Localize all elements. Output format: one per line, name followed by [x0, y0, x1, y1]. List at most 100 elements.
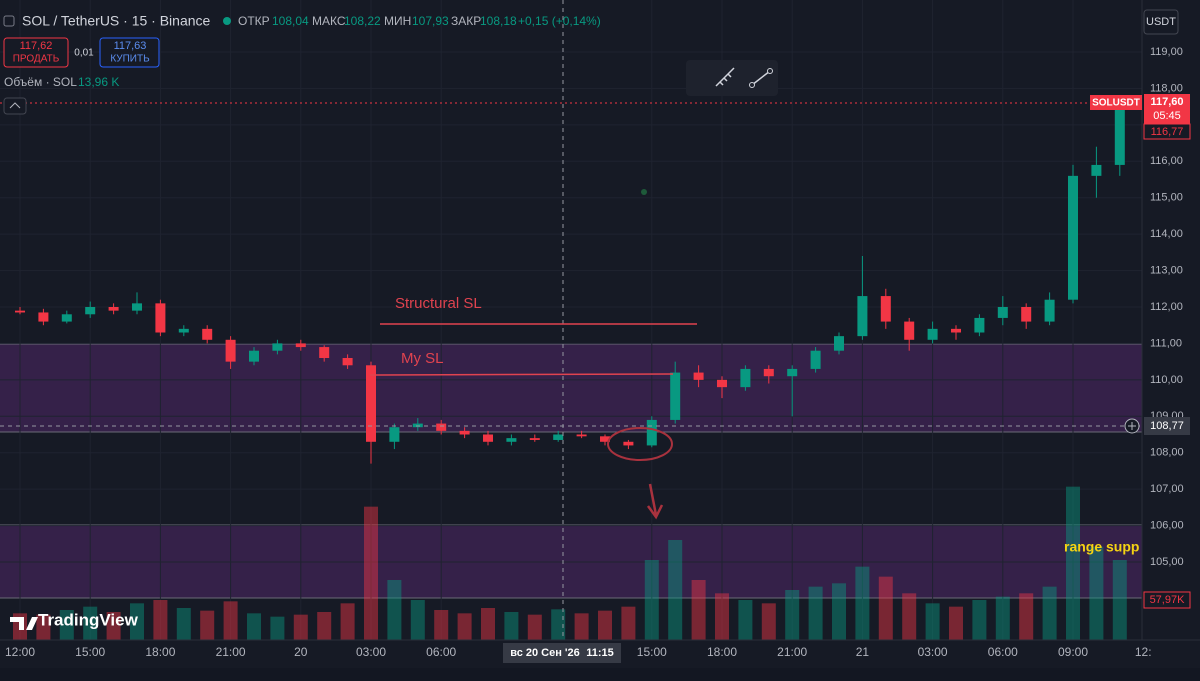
- volume-bar: [949, 606, 963, 640]
- ohlc-value: 108,22: [344, 14, 381, 28]
- candle-body: [693, 372, 704, 380]
- buy-button[interactable]: [99, 37, 160, 68]
- volume-bar: [59, 610, 74, 640]
- candle-body: [249, 350, 259, 362]
- ohlc-value: 108,04: [272, 14, 309, 28]
- arrow-drawing[interactable]: [646, 483, 664, 520]
- candle-body: [389, 427, 400, 442]
- candle-body: [342, 358, 353, 366]
- x-tick-label: 06:00: [988, 645, 1018, 659]
- candle-body: [997, 307, 1008, 318]
- ohlc-label: МИН: [384, 14, 411, 28]
- candle-body: [904, 321, 915, 340]
- candle-body: [810, 350, 821, 369]
- x-tick-label: 15:00: [637, 645, 667, 659]
- menu-icon[interactable]: [3, 15, 15, 27]
- prev-tag-text: 116,77: [1151, 126, 1184, 138]
- spread: 0,01: [74, 48, 94, 59]
- buy-label[interactable]: КУПИТЬ: [110, 54, 150, 65]
- candle-body: [646, 419, 657, 446]
- symbol-title[interactable]: SOL / TetherUS · 15 · Binance: [22, 13, 211, 29]
- currency-button[interactable]: [1143, 9, 1179, 35]
- collapse-button[interactable]: [3, 97, 27, 115]
- candle-body: [576, 434, 587, 437]
- volume-bar: [340, 603, 355, 640]
- logo-icon: [10, 617, 38, 630]
- sell-button[interactable]: [3, 37, 69, 68]
- y-tick-label: 114,00: [1150, 228, 1183, 240]
- annotation[interactable]: Structural SL: [395, 295, 482, 312]
- crosshair-time: [503, 643, 621, 663]
- buy-price[interactable]: 117,63: [114, 40, 147, 52]
- candle-body: [880, 296, 891, 322]
- volume-legend-value: 13,96 K: [78, 75, 119, 89]
- candle-body: [740, 368, 751, 388]
- candle-body: [61, 314, 72, 322]
- volume-bar: [410, 600, 425, 640]
- trendline-dot: [749, 82, 755, 88]
- my-sl-line[interactable]: [369, 373, 674, 376]
- candle-body: [1114, 103, 1125, 165]
- volume-bar: [36, 614, 51, 640]
- volume-bar: [644, 560, 659, 640]
- x-tick-label: 12:: [1135, 645, 1152, 659]
- y-tick-label: 107,00: [1150, 483, 1184, 495]
- x-tick-label: 21:00: [216, 645, 246, 659]
- volume-bar: [972, 600, 987, 640]
- volume-bar: [761, 603, 776, 640]
- x-tick-label: 21:00: [777, 645, 807, 659]
- sell-price[interactable]: 117,62: [20, 40, 53, 52]
- candle-body: [506, 438, 517, 442]
- candle-body: [108, 307, 119, 311]
- volume-bar: [434, 610, 449, 640]
- volume-bar: [668, 540, 683, 640]
- candle-body: [459, 430, 470, 435]
- candle-body: [38, 312, 49, 322]
- volume-bar: [364, 506, 378, 640]
- candle-body: [15, 310, 25, 313]
- candle-body: [974, 317, 985, 333]
- zone-upper: [0, 344, 1142, 432]
- x-tick-label: 18:00: [145, 645, 175, 659]
- candle-body: [623, 441, 634, 446]
- x-tick-label: 18:00: [707, 645, 737, 659]
- candle-body: [670, 372, 681, 420]
- trendline-icon[interactable]: [751, 70, 771, 86]
- circle-drawing[interactable]: [607, 427, 673, 461]
- volume-bar: [1089, 546, 1104, 640]
- price-tag-text: 117,60: [1150, 96, 1183, 108]
- candle-body: [951, 328, 961, 333]
- candle-body: [553, 434, 564, 440]
- y-tick-label: 106,00: [1150, 519, 1184, 531]
- ruler-icon[interactable]: [715, 67, 735, 87]
- y-tick-label: 110,00: [1150, 374, 1183, 386]
- x-tick-label: 20: [294, 645, 308, 659]
- candle-body: [132, 303, 142, 311]
- candle-body: [717, 379, 727, 388]
- volume-bar: [223, 601, 238, 640]
- volume-bar: [83, 606, 98, 640]
- y-tick-label: 119,00: [1150, 46, 1183, 58]
- sell-label[interactable]: ПРОДАТЬ: [13, 54, 60, 65]
- volume-bar: [1042, 586, 1057, 640]
- volume-bar: [176, 608, 191, 640]
- x-tick-label: 03:00: [356, 645, 386, 659]
- candle-body: [85, 307, 96, 315]
- volume-bar: [785, 590, 800, 640]
- candle-body: [178, 328, 189, 333]
- volume-bar: [293, 614, 308, 640]
- volume-bar: [387, 580, 402, 640]
- volume-bar: [551, 609, 566, 640]
- annotation[interactable]: My SL: [401, 350, 444, 367]
- candle-body: [272, 343, 283, 351]
- candle-body: [412, 423, 423, 428]
- annotation[interactable]: range supp: [1064, 539, 1139, 555]
- currency[interactable]: USDT: [1146, 16, 1176, 28]
- candle-body: [1021, 307, 1032, 322]
- ohlc-change: +0,15 (+0,14%): [518, 14, 601, 28]
- volume-bar: [832, 583, 846, 640]
- y-tick-label: 105,00: [1150, 556, 1184, 568]
- volume-bar: [855, 566, 870, 640]
